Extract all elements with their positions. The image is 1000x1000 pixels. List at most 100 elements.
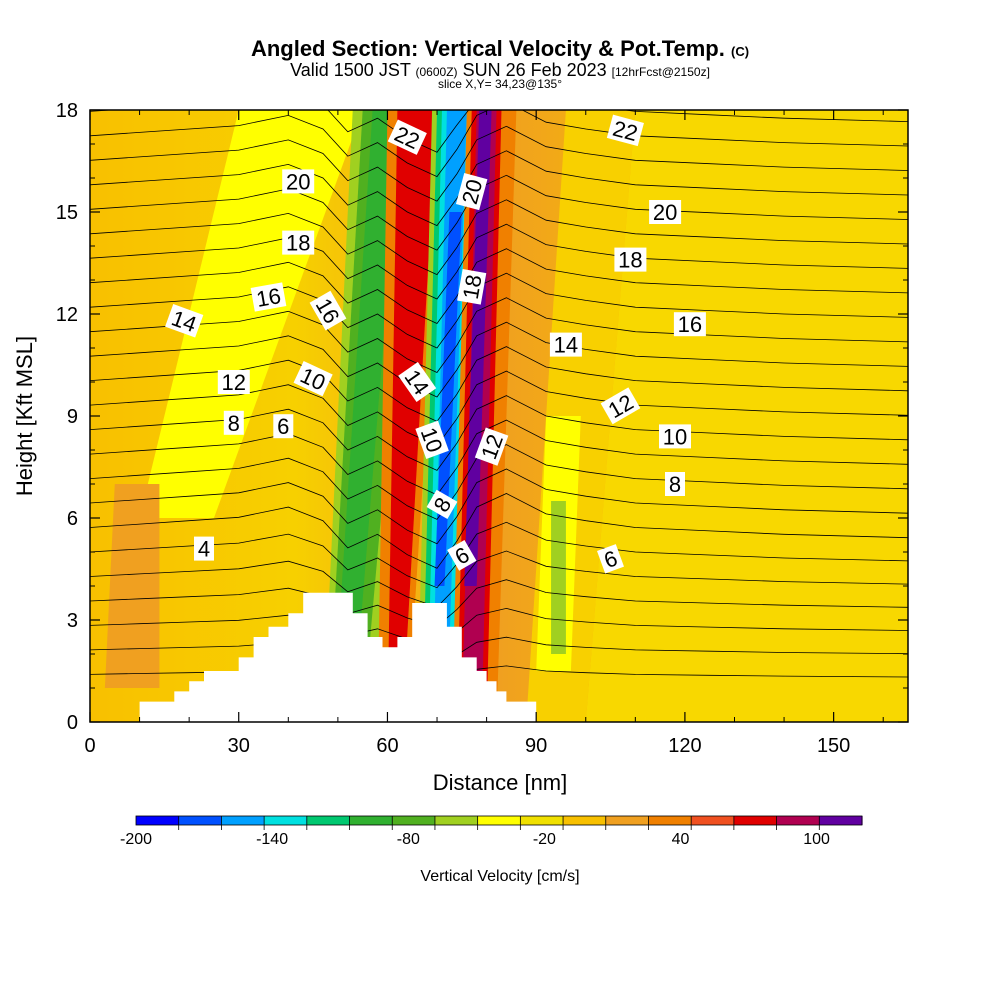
theta-contour-line	[90, 493, 908, 569]
colorbar-swatch	[776, 816, 820, 825]
contour-label-box	[217, 370, 250, 394]
colorbar-swatch	[136, 816, 180, 825]
contour-label-text: 16	[678, 312, 702, 337]
terrain	[139, 592, 537, 722]
colorbar-swatch	[691, 816, 735, 825]
valid-time: Valid 1500 JST	[290, 60, 411, 80]
y-axis-label: Height [Kft MSL]	[12, 336, 37, 496]
field-region-east	[585, 110, 908, 722]
contour-label-box	[457, 268, 487, 305]
utc-time: (0600Z)	[415, 65, 458, 79]
contour-label-box	[223, 410, 244, 435]
contour-label: 18	[282, 230, 315, 256]
contour-label-box	[659, 424, 691, 449]
contour-label: 4	[194, 536, 214, 562]
contour-label: 20	[649, 200, 682, 225]
chart-subtitle: Valid 1500 JST (0600Z) SUN 26 Feb 2023 […	[0, 60, 1000, 81]
contour-label: 10	[293, 360, 333, 397]
colorbar-tick-label: -140	[256, 831, 288, 848]
contour-label-box	[447, 540, 477, 571]
contour-label-box	[549, 332, 582, 357]
colorbar-tick-label: 40	[672, 831, 690, 848]
colorbar-swatch	[264, 816, 308, 825]
theta-contour-line	[90, 272, 908, 349]
contour-label-box	[649, 200, 682, 224]
contour-label-box	[455, 173, 488, 211]
contour-label-text: 20	[653, 200, 677, 225]
contour-label-box	[614, 247, 647, 272]
x-tick-label: 120	[668, 735, 701, 757]
contour-label: 16	[673, 312, 706, 337]
theta-contour-line	[90, 468, 908, 545]
field-region-west-light	[139, 110, 363, 518]
contour-label-text: 8	[669, 472, 681, 497]
y-tick-label: 15	[56, 202, 78, 224]
colorbar-swatch	[819, 816, 863, 825]
y-tick-label: 9	[67, 406, 78, 428]
field-region-west-orange	[104, 484, 160, 688]
contour-label-box	[673, 312, 706, 337]
contour-label: 12	[474, 427, 509, 466]
terrain-profile	[139, 592, 537, 722]
colorbar-swatch	[306, 816, 351, 825]
contour-label-text: 18	[458, 273, 487, 301]
contour-label: 6	[447, 540, 477, 571]
colorbar-frame	[135, 815, 863, 826]
contour-label: 18	[614, 247, 647, 273]
contour-label-text: 20	[286, 169, 310, 194]
y-tick-label: 18	[56, 100, 78, 122]
contour-label: 10	[659, 424, 691, 449]
theta-contour-line	[90, 150, 908, 227]
contour-label-box	[309, 290, 347, 331]
contour-label: 20	[455, 173, 488, 211]
colorbar-tick-label: -200	[120, 831, 152, 848]
theta-contour-line	[90, 444, 908, 520]
contour-label-box	[273, 414, 294, 439]
contour-label: 8	[426, 489, 458, 520]
colorbar-swatch	[178, 816, 222, 825]
contour-label-box	[387, 119, 427, 155]
field-downdraft-east	[551, 501, 566, 654]
contour-label: 14	[549, 332, 582, 358]
contour-label-text: 8	[228, 411, 240, 436]
colorbar-swatch	[221, 816, 265, 825]
theta-contour-line	[90, 297, 908, 373]
y-tick-label: 12	[56, 304, 78, 326]
contour-label: 22	[606, 114, 644, 147]
contour-label-box	[606, 114, 644, 147]
contour-label-box	[282, 169, 315, 194]
chart-title: Angled Section: Vertical Velocity & Pot.…	[0, 36, 1000, 62]
theta-contour-line	[90, 521, 908, 589]
contour-label-box	[282, 230, 315, 255]
contour-label-box	[293, 360, 333, 397]
theta-contour-line	[90, 321, 908, 398]
x-tick-label: 90	[525, 735, 547, 757]
y-tick-label: 6	[67, 508, 78, 530]
field-band-red	[387, 110, 438, 722]
contour-label-box	[426, 489, 458, 520]
forecast-info: [12hrFcst@2150z]	[611, 65, 710, 79]
x-tick-label: 0	[84, 735, 95, 757]
contour-label: 18	[457, 268, 487, 305]
x-axis-label: Distance [nm]	[433, 770, 568, 795]
contour-label-box	[665, 472, 685, 496]
colorbar-swatch	[648, 816, 692, 825]
contour-label-text: 18	[618, 248, 642, 273]
contour-label: 6	[273, 414, 294, 439]
colorbar-swatch	[520, 816, 564, 825]
valid-date: SUN 26 Feb 2023	[462, 60, 607, 80]
x-tick-label: 30	[228, 735, 250, 757]
y-tick-label: 0	[67, 712, 78, 734]
colorbar-label: Vertical Velocity [cm/s]	[420, 868, 579, 885]
contour-label-box	[165, 304, 204, 338]
colorbar-tick-label: -20	[533, 831, 556, 848]
contour-label-box	[398, 362, 437, 402]
contour-label-text: 10	[663, 424, 687, 449]
chart-title-units: (C)	[731, 44, 750, 59]
colorbar-swatch	[349, 816, 393, 825]
contour-label: 20	[282, 169, 315, 194]
velocity-field	[90, 110, 908, 722]
x-tick-label: 60	[376, 735, 398, 757]
colorbar-swatch	[392, 816, 436, 825]
